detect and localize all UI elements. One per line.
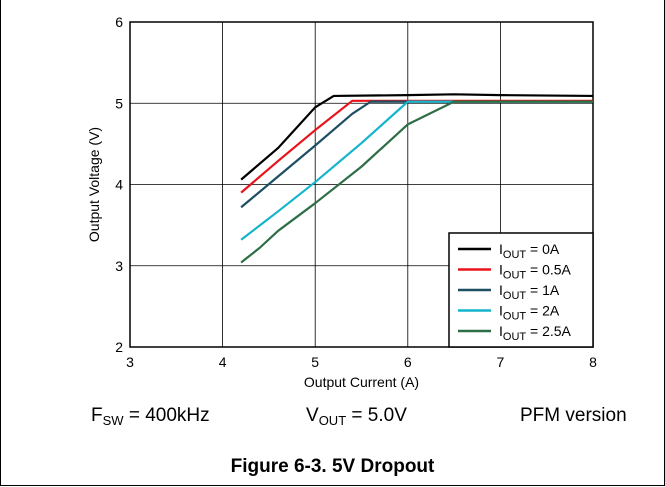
y-axis-title: Output Voltage (V) — [86, 127, 102, 242]
legend-label: IOUT = 2A — [499, 303, 560, 323]
legend-label: IOUT = 0.5A — [499, 262, 572, 282]
grid-lines — [130, 22, 593, 347]
fsw-symbol: F — [91, 405, 103, 426]
series-lines — [240, 93, 594, 264]
legend-label: IOUT = 0A — [499, 241, 560, 261]
x-tick-label: 7 — [497, 354, 505, 370]
switching-frequency-note: FSW = 400kHz — [91, 404, 210, 428]
fsw-value: = 400kHz — [123, 405, 210, 426]
series-line-2 — [240, 100, 593, 209]
legend-label: IOUT = 2.5A — [499, 323, 572, 343]
series-line-4 — [240, 100, 593, 264]
y-tick-label: 4 — [115, 177, 123, 193]
vout-subscript: OUT — [318, 413, 347, 428]
fsw-subscript: SW — [102, 413, 124, 428]
vout-symbol: V — [306, 405, 319, 426]
series-line-0 — [240, 93, 594, 181]
output-voltage-note: VOUT = 5.0V — [306, 404, 407, 428]
legend-box — [448, 232, 594, 348]
x-tick-label: 4 — [219, 354, 227, 370]
pfm-version-note: PFM version — [520, 405, 627, 426]
legend-label: IOUT = 1A — [499, 282, 560, 302]
vout-value: = 5.0V — [346, 405, 407, 426]
plot-area-border — [129, 21, 594, 348]
x-tick-label: 6 — [404, 354, 412, 370]
y-tick-label: 3 — [115, 258, 123, 274]
x-axis-title: Output Current (A) — [304, 374, 419, 390]
y-tick-label: 6 — [115, 14, 123, 30]
x-tick-label: 3 — [126, 354, 134, 370]
y-tick-label: 5 — [115, 95, 123, 111]
x-tick-label: 8 — [589, 354, 597, 370]
series-line-1 — [240, 99, 593, 194]
x-tick-label: 5 — [311, 354, 319, 370]
figure-caption: Figure 6-3. 5V Dropout — [230, 456, 435, 477]
y-tick-label: 2 — [115, 339, 123, 355]
